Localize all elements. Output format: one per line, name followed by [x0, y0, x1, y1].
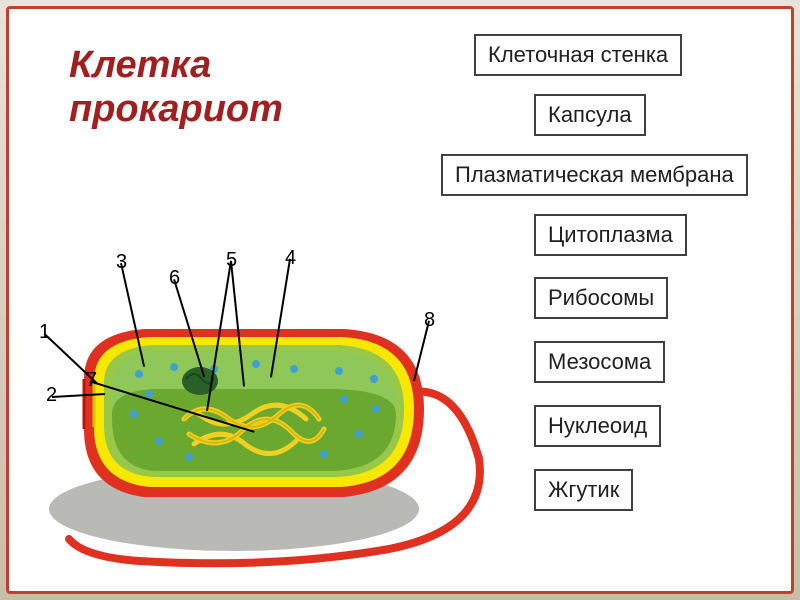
label-membrane: Плазматическая мембрана — [441, 154, 748, 196]
pointer-num-2: 2 — [46, 384, 57, 407]
title-line1: Клетка — [69, 44, 283, 88]
page-title: Клетка прокариот — [69, 44, 283, 131]
pointer-num-7: 7 — [86, 369, 97, 392]
cell-diagram: 12345678 — [24, 219, 494, 589]
label-cytoplasm: Цитоплазма — [534, 214, 687, 256]
pointer-num-8: 8 — [424, 309, 435, 332]
label-flagellum: Жгутик — [534, 469, 633, 511]
pointer-num-3: 3 — [116, 251, 127, 274]
label-mesosome: Мезосома — [534, 341, 665, 383]
label-nucleoid: Нуклеоид — [534, 405, 661, 447]
label-ribosomes: Рибосомы — [534, 277, 668, 319]
label-capsule: Капсула — [534, 94, 646, 136]
pointer-num-1: 1 — [39, 321, 50, 344]
label-cell-wall: Клеточная стенка — [474, 34, 682, 76]
cell-svg — [24, 219, 494, 589]
pointer-num-6: 6 — [169, 267, 180, 290]
pointer-num-4: 4 — [285, 247, 296, 270]
title-line2: прокариот — [69, 88, 283, 132]
slide-frame: Клетка прокариот Клеточная стенка Капсул… — [6, 6, 794, 594]
